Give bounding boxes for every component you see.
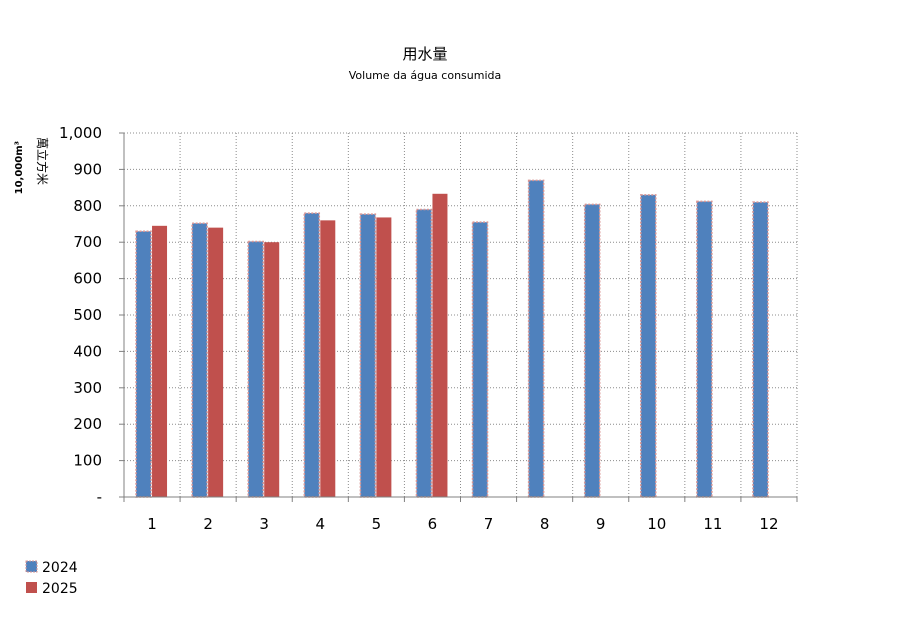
y-tick-label-4: 400 [73,342,102,360]
bar-2024-12 [752,201,769,498]
chart-title: 用水量 [402,45,447,63]
chart-subtitle: Volume da água consumida [349,69,502,82]
bar-2024-8 [527,179,545,498]
bar-2025-2 [208,227,224,497]
x-tick-label-12: 12 [759,515,778,533]
x-tick-label-1: 1 [147,515,157,533]
bar-2024-1 [135,230,152,498]
legend-swatch-2025 [26,582,37,593]
bar-2025-4 [320,220,336,498]
bar-2024-7 [471,221,489,498]
bar-2025-5 [376,217,392,497]
y-tick-label-3: 300 [73,379,102,397]
bar-2025-3 [264,242,280,497]
bar-2024-10 [640,194,657,498]
x-tick-label-8: 8 [540,515,550,533]
bar-2024-5 [359,213,377,498]
x-tick-label-3: 3 [259,515,269,533]
y-tick-label-5: 500 [73,306,102,324]
y-tick-label-1: 100 [73,452,102,470]
bar-2024-4 [303,212,321,498]
y-tick-label-9: 900 [73,160,102,178]
bars-group [135,179,769,498]
bar-2024-6 [415,208,433,498]
x-tick-label-10: 10 [647,515,666,533]
y-axis-label: 萬立方米 [35,137,50,185]
legend-label-2025: 2025 [42,581,78,597]
bar-2024-2 [191,222,208,498]
x-tick-label-6: 6 [428,515,438,533]
x-tick-label-7: 7 [484,515,494,533]
y-tick-labels: - 100 200 300 400 500 600 700 800 900 1,000 [59,124,102,506]
x-tick-label-11: 11 [703,515,722,533]
grid-lines [124,132,798,497]
axes-group [119,132,798,502]
bar-2025-1 [152,225,168,497]
x-tick-label-2: 2 [203,515,213,533]
x-tick-labels: 1 2 3 4 5 6 7 8 9 10 11 12 [147,515,778,533]
y-tick-label-8: 800 [73,197,102,215]
y-tick-label-6: 600 [73,270,102,288]
legend-label-2024: 2024 [42,560,78,576]
bar-2024-3 [247,240,264,498]
y-tick-label-7: 700 [73,233,102,251]
x-tick-label-5: 5 [372,515,382,533]
legend-swatch-2024 [25,560,38,573]
y-tick-label-2: 200 [73,415,102,433]
legend: 2024 2025 [25,560,78,597]
y-tick-label-10: 1,000 [59,124,102,142]
x-tick-label-4: 4 [316,515,326,533]
x-tick-label-9: 9 [596,515,606,533]
bar-2024-11 [696,200,713,498]
bar-2025-6 [432,193,448,497]
y-axis-unit-label: 10,000m³ [14,141,25,194]
y-tick-label-0: - [97,488,102,506]
bar-2024-9 [583,203,601,498]
